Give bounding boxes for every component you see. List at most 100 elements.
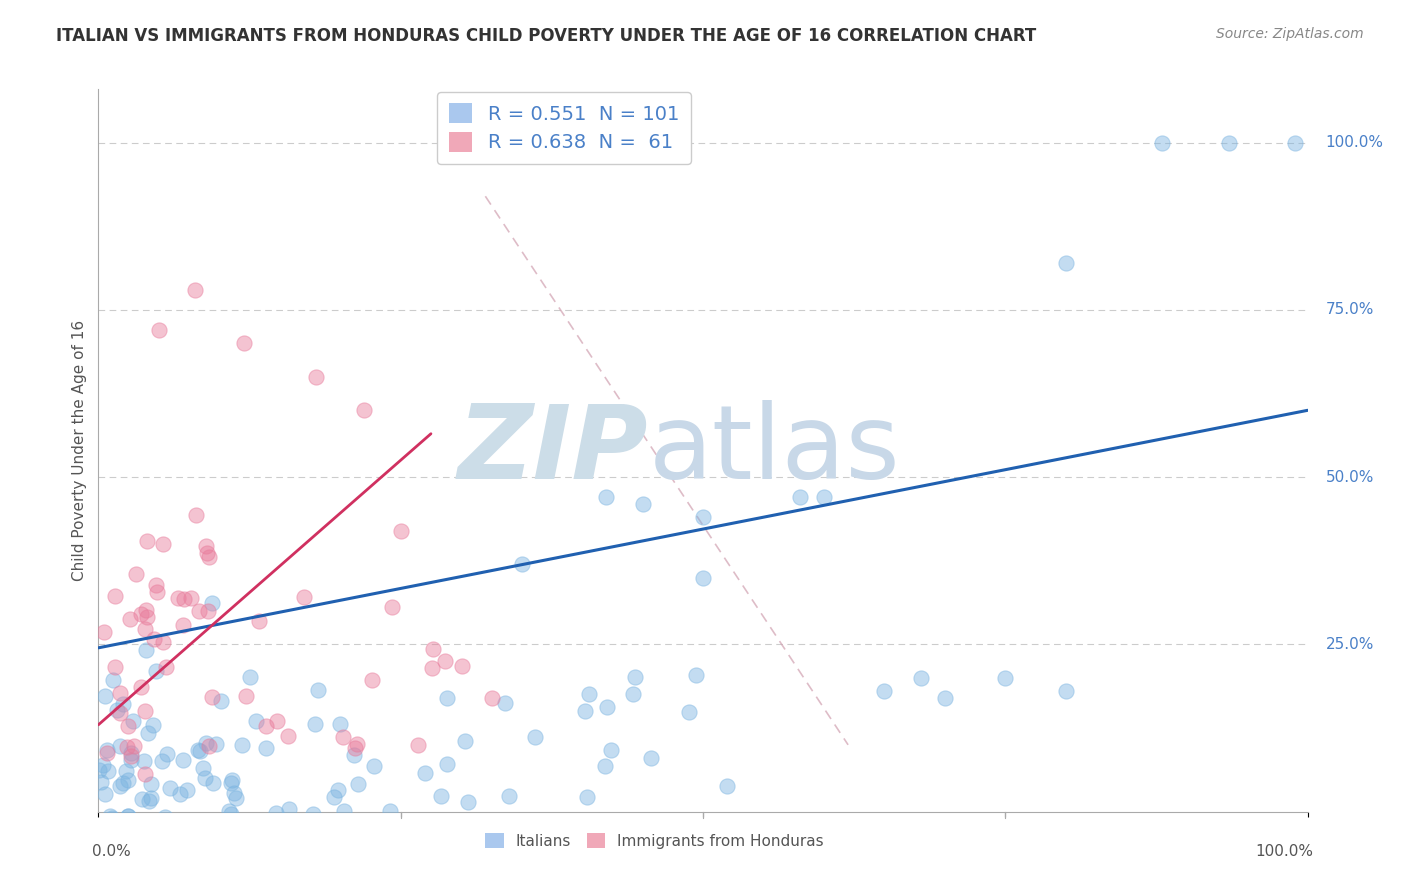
Point — [103, 673, 125, 688]
Point — [134, 704, 156, 718]
Point — [692, 571, 714, 585]
Point — [176, 783, 198, 797]
Point — [112, 697, 135, 711]
Point — [110, 739, 132, 753]
Point — [361, 673, 384, 688]
Point — [218, 804, 240, 818]
Point — [219, 776, 242, 790]
Point — [131, 792, 153, 806]
Point — [197, 604, 219, 618]
Point — [152, 537, 174, 551]
Point — [510, 557, 533, 572]
Point — [329, 716, 352, 731]
Point — [135, 534, 157, 549]
Point — [631, 497, 654, 511]
Point — [380, 804, 402, 818]
Point — [640, 751, 662, 765]
Point — [408, 738, 430, 752]
Point — [1218, 136, 1240, 150]
Point — [595, 491, 617, 505]
Point — [1054, 256, 1077, 270]
Point — [114, 764, 136, 779]
Point — [498, 789, 520, 803]
Point — [245, 714, 267, 729]
Point — [117, 809, 139, 823]
Point — [524, 730, 547, 744]
Point — [278, 802, 301, 816]
Point — [120, 753, 142, 767]
Point — [600, 743, 623, 757]
Point — [105, 703, 128, 717]
Point — [135, 643, 157, 657]
Point — [789, 491, 811, 505]
Point — [186, 508, 208, 522]
Point — [194, 771, 217, 785]
Text: atlas: atlas — [648, 400, 900, 501]
Point — [436, 757, 458, 772]
Point — [451, 658, 474, 673]
Point — [596, 699, 619, 714]
Point — [188, 604, 211, 618]
Point — [344, 740, 367, 755]
Point — [152, 755, 174, 769]
Point — [152, 634, 174, 648]
Point — [198, 550, 221, 565]
Point — [247, 615, 270, 629]
Point — [346, 777, 368, 791]
Point — [89, 763, 111, 777]
Point — [101, 811, 124, 825]
Point — [125, 566, 148, 581]
Point — [117, 772, 139, 787]
Point — [129, 607, 152, 622]
Point — [198, 739, 221, 753]
Point — [94, 690, 117, 704]
Point — [328, 782, 350, 797]
Y-axis label: Child Poverty Under the Age of 16: Child Poverty Under the Age of 16 — [72, 320, 87, 581]
Point — [122, 714, 145, 728]
Point — [122, 739, 145, 753]
Point — [138, 726, 160, 740]
Text: 75.0%: 75.0% — [1326, 302, 1374, 318]
Point — [232, 336, 254, 351]
Text: 100.0%: 100.0% — [1326, 136, 1384, 150]
Text: 50.0%: 50.0% — [1326, 470, 1374, 484]
Point — [363, 759, 385, 773]
Point — [120, 815, 142, 830]
Point — [172, 618, 194, 632]
Point — [201, 596, 224, 610]
Point — [112, 776, 135, 790]
Point — [578, 687, 600, 701]
Point — [120, 612, 142, 626]
Point — [173, 592, 195, 607]
Point — [389, 524, 412, 538]
Point — [187, 743, 209, 757]
Point — [494, 696, 516, 710]
Point — [305, 369, 328, 384]
Point — [307, 683, 329, 698]
Point — [381, 600, 404, 615]
Point — [108, 686, 131, 700]
Point — [110, 779, 132, 793]
Text: 100.0%: 100.0% — [1256, 844, 1313, 859]
Legend: Italians, Immigrants from Honduras: Italians, Immigrants from Honduras — [479, 827, 830, 855]
Point — [231, 738, 253, 752]
Point — [332, 731, 354, 745]
Point — [311, 828, 333, 842]
Point — [225, 791, 247, 805]
Point — [332, 804, 354, 818]
Point — [574, 705, 596, 719]
Point — [142, 718, 165, 732]
Point — [519, 819, 541, 833]
Point — [430, 789, 453, 803]
Point — [184, 283, 207, 297]
Point — [195, 540, 218, 554]
Point — [90, 774, 112, 789]
Point — [167, 591, 190, 605]
Text: 25.0%: 25.0% — [1326, 637, 1374, 652]
Point — [96, 746, 118, 760]
Point — [134, 754, 156, 768]
Point — [292, 591, 315, 605]
Point — [139, 791, 162, 805]
Point — [304, 716, 326, 731]
Point — [98, 809, 121, 823]
